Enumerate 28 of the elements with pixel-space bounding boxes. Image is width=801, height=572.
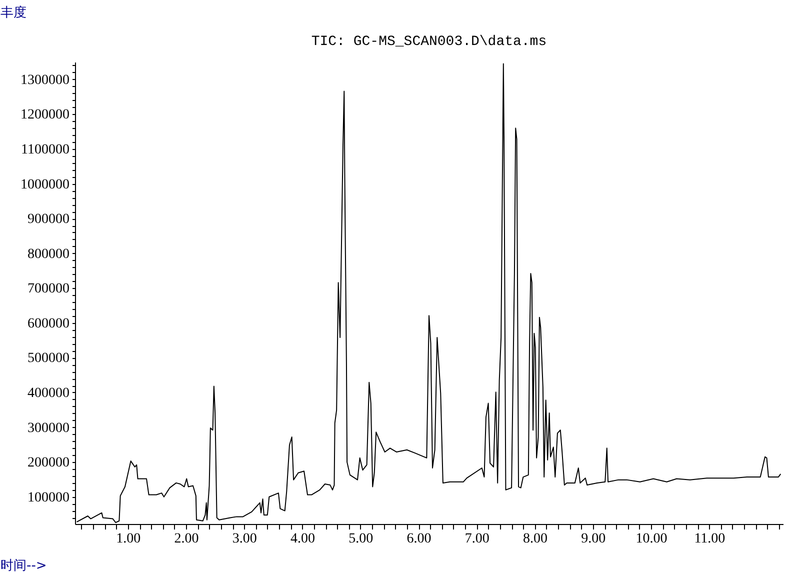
line-series: [76, 63, 782, 524]
x-tick-label: 7.00: [464, 532, 490, 546]
x-tick-label: 5.00: [348, 532, 374, 546]
y-tick-label: 500000: [28, 351, 70, 366]
y-tick-label: 300000: [28, 420, 70, 436]
x-tick-label: 3.00: [232, 532, 257, 546]
y-tick-label: 100000: [28, 490, 70, 506]
x-tick-label: 2.00: [174, 532, 199, 546]
x-axis-title: 时间-->: [0, 558, 47, 572]
y-tick-label: 700000: [28, 282, 70, 297]
y-tick-label: 200000: [28, 456, 70, 471]
chart-title: TIC: GC-MS_SCAN003.D\data.ms: [311, 34, 547, 50]
x-tick-label: 6.00: [406, 532, 432, 546]
y-tick-label: 1100000: [21, 142, 70, 158]
y-axis-title: 丰度: [0, 4, 26, 20]
y-tick-label: 1000000: [20, 177, 70, 192]
x-tick-label: 4.00: [290, 532, 316, 546]
y-tick-label: 1200000: [20, 108, 70, 123]
y-tick-label: 800000: [28, 246, 70, 262]
y-tick-label: 900000: [28, 212, 70, 228]
x-tick-label: 1.00: [116, 532, 141, 546]
x-tick-label: 11.00: [694, 532, 726, 546]
x-tick-label: 10.00: [636, 532, 668, 546]
x-tick-label: 8.00: [523, 532, 548, 546]
y-tick-label: 1300000: [20, 72, 70, 88]
x-tick-label: 9.00: [581, 532, 606, 546]
y-tick-label: 600000: [28, 316, 70, 332]
y-tick-label: 400000: [28, 386, 70, 401]
